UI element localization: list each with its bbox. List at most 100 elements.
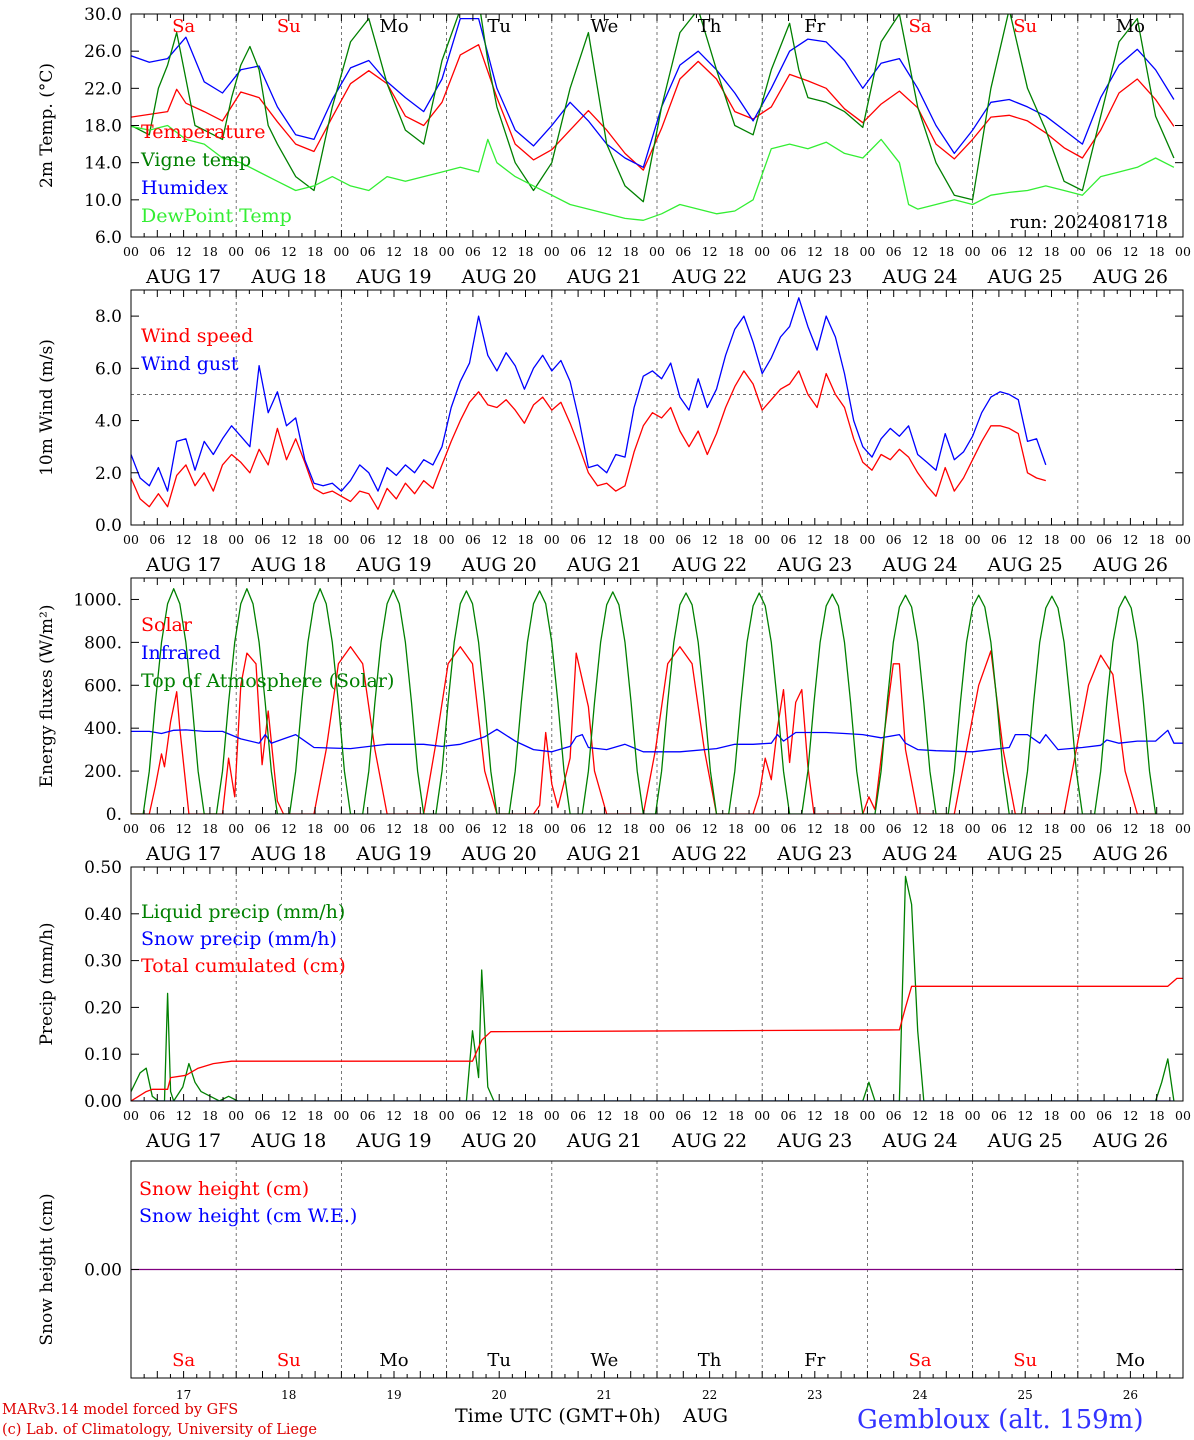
hour-tick-label: 18	[623, 1108, 639, 1123]
legend-entry: Wind gust	[141, 353, 239, 375]
series-line-temperature	[131, 44, 1175, 171]
hour-tick-label: 18	[202, 1108, 218, 1123]
day-label: AUG 25	[987, 554, 1063, 576]
hour-tick-label: 00	[1070, 1108, 1086, 1123]
hour-tick-label: 18	[202, 532, 218, 547]
hour-tick-label: 12	[807, 532, 823, 547]
hour-tick-label: 12	[281, 244, 297, 259]
y-tick-label: 0.40	[84, 905, 122, 925]
hour-tick-label: 18	[1044, 532, 1060, 547]
weekday-label: Tu	[487, 16, 511, 37]
hour-tick-label: 18	[833, 1108, 849, 1123]
hour-tick-label: 00	[859, 821, 875, 836]
y-tick-label: 600.	[84, 676, 122, 696]
y-axis-title: 10m Wind (m/s)	[37, 339, 57, 476]
hour-tick-label: 00	[333, 532, 349, 547]
hour-tick-label: 00	[544, 244, 560, 259]
day-label: AUG 21	[566, 554, 642, 576]
day-number-label: 18	[281, 1388, 296, 1402]
y-tick-label: 6.0	[95, 228, 122, 248]
day-label: AUG 20	[461, 554, 537, 576]
series-line-wind-gust	[131, 297, 1047, 492]
hour-tick-label: 06	[255, 1108, 271, 1123]
hour-tick-label: 18	[1149, 821, 1165, 836]
day-label: AUG 18	[250, 843, 326, 865]
hour-tick-label: 12	[912, 1108, 928, 1123]
day-label: AUG 26	[1092, 843, 1168, 865]
legend-entry: Snow precip (mm/h)	[141, 928, 337, 950]
hour-tick-label: 06	[1096, 244, 1112, 259]
hour-tick-label: 06	[149, 244, 165, 259]
hour-tick-label: 00	[754, 821, 770, 836]
hour-tick-label: 12	[702, 244, 718, 259]
hour-tick-label: 00	[123, 821, 139, 836]
series-line-liquid-precip-mm-h-	[131, 875, 1175, 1101]
y-tick-label: 30.0	[84, 5, 122, 25]
hour-tick-label: 12	[1122, 1108, 1138, 1123]
hour-tick-label: 00	[228, 244, 244, 259]
hour-tick-label: 00	[649, 1108, 665, 1123]
series-group	[131, 875, 1183, 1101]
day-label: AUG 23	[776, 843, 852, 865]
weekday-label: Th	[698, 16, 722, 37]
day-label: AUG 22	[671, 554, 747, 576]
series-line-vigne-temp	[131, 14, 1175, 203]
hour-tick-label: 00	[649, 244, 665, 259]
weekday-label: Su	[1013, 1350, 1037, 1371]
hour-tick-label: 18	[518, 821, 534, 836]
day-label: AUG 20	[461, 1130, 537, 1152]
day-label: AUG 24	[881, 266, 957, 288]
hour-tick-label: 00	[123, 244, 139, 259]
day-label: AUG 17	[145, 1130, 221, 1152]
hour-tick-label: 12	[912, 244, 928, 259]
weekday-label: Su	[1013, 16, 1037, 37]
hour-tick-label: 00	[439, 532, 455, 547]
day-label: AUG 20	[461, 843, 537, 865]
hour-tick-label: 18	[412, 244, 428, 259]
hour-tick-label: 12	[912, 532, 928, 547]
hour-tick-label: 06	[465, 532, 481, 547]
day-label: AUG 23	[776, 266, 852, 288]
hour-tick-label: 18	[833, 532, 849, 547]
hour-tick-label: 00	[439, 1108, 455, 1123]
hour-tick-label: 12	[702, 821, 718, 836]
hour-tick-label: 06	[675, 532, 691, 547]
day-label: AUG 19	[355, 1130, 431, 1152]
hour-tick-label: 12	[1017, 244, 1033, 259]
legend-entry: Solar	[141, 614, 193, 636]
hour-tick-label: 06	[781, 532, 797, 547]
hour-tick-label: 00	[544, 532, 560, 547]
day-label: AUG 23	[776, 1130, 852, 1152]
series-group	[131, 297, 1047, 510]
hour-tick-label: 06	[255, 821, 271, 836]
hour-tick-label: 06	[360, 1108, 376, 1123]
y-tick-label: 800.	[84, 633, 122, 653]
hour-tick-label: 00	[859, 1108, 875, 1123]
series-line-dewpoint-temp	[131, 124, 1175, 221]
hour-tick-label: 18	[623, 244, 639, 259]
hour-tick-label: 12	[386, 1108, 402, 1123]
hour-tick-label: 00	[123, 1108, 139, 1123]
hour-tick-label: 06	[991, 821, 1007, 836]
series-line-wind-speed	[131, 370, 1046, 510]
day-label: AUG 22	[671, 1130, 747, 1152]
hour-tick-label: 18	[202, 821, 218, 836]
y-tick-label: 10.0	[84, 191, 122, 211]
y-tick-label: 18.0	[84, 117, 122, 137]
y-tick-label: 6.0	[95, 359, 122, 379]
hour-tick-label: 06	[465, 1108, 481, 1123]
hour-tick-label: 00	[649, 532, 665, 547]
hour-tick-label: 12	[176, 244, 192, 259]
hour-tick-label: 12	[807, 1108, 823, 1123]
day-number-label: 26	[1123, 1388, 1138, 1402]
hour-tick-label: 18	[623, 532, 639, 547]
y-axis-title: Precip (mm/h)	[37, 922, 57, 1045]
hour-tick-label: 06	[886, 1108, 902, 1123]
day-number-label: 22	[702, 1388, 717, 1402]
hour-tick-label: 18	[1149, 1108, 1165, 1123]
month-label: AUG	[682, 1405, 728, 1427]
y-tick-label: 14.0	[84, 154, 122, 174]
hour-tick-label: 12	[176, 1108, 192, 1123]
panel-5: 0.00 Snow height (cm) Snow height (cm) Snow…	[37, 1160, 1184, 1402]
day-label: AUG 26	[1092, 554, 1168, 576]
